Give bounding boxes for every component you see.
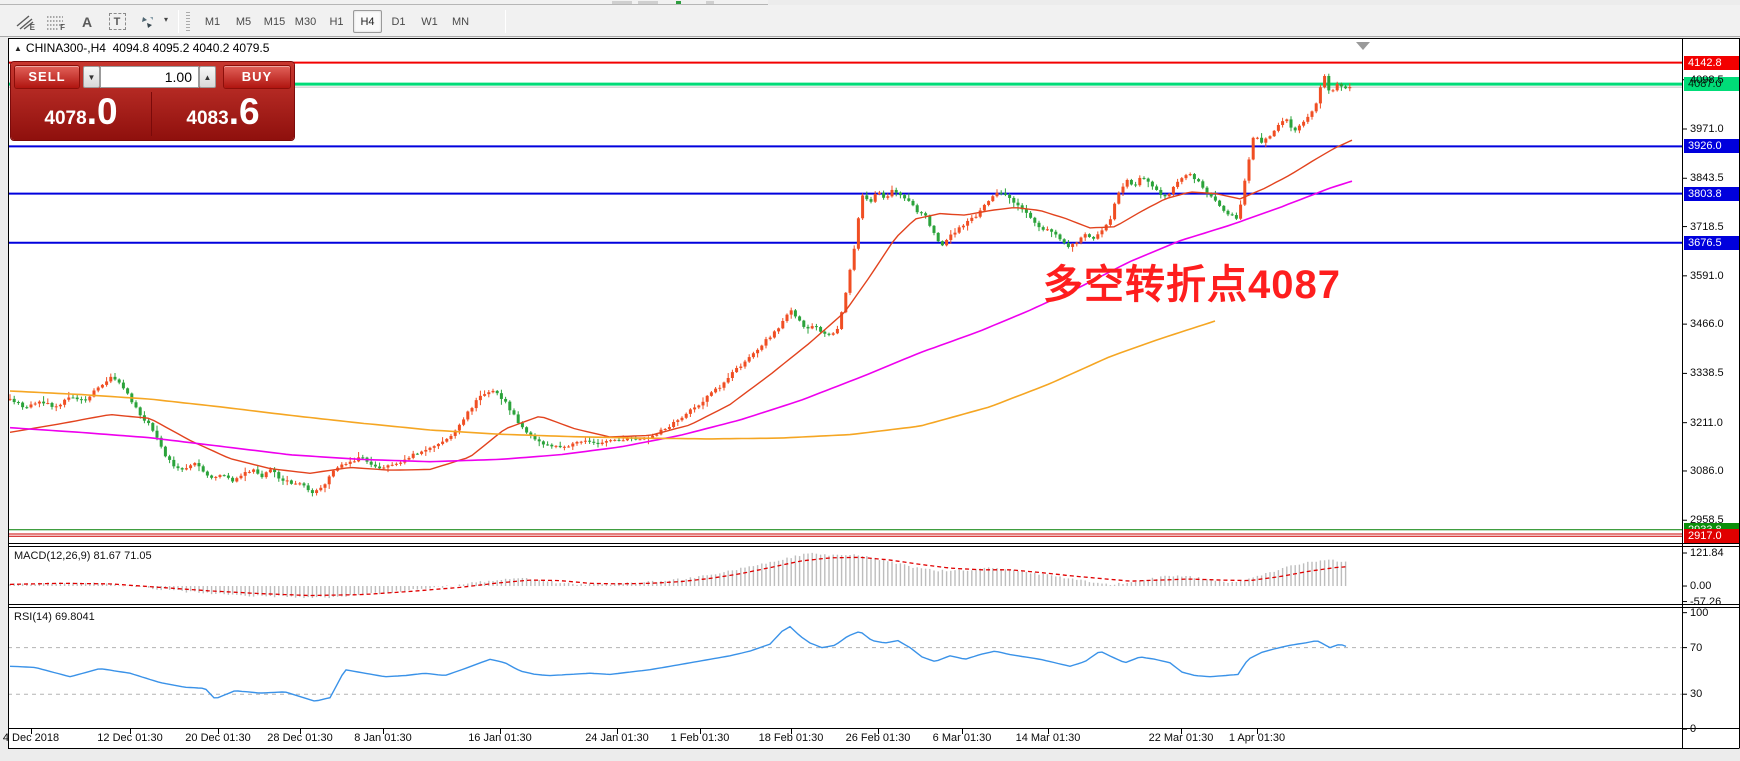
date-tick-label: 8 Jan 01:30 [354,732,412,744]
toolbar-drag-grip[interactable] [186,12,190,32]
timeframe-W1[interactable]: W1 [421,16,438,28]
collapse-trade-panel-icon[interactable]: ▲ [14,44,22,53]
toolbar-fragment [706,1,714,4]
price-tick-label: 3843.5 [1690,172,1724,185]
date-tick-label: 1 Feb 01:30 [670,732,730,744]
one-click-trading-panel: SELL ▼ ▲ BUY 4078.0 4083.6 [11,62,294,140]
chart-annotation-text: 多空转折点4087 [1043,263,1341,307]
rsi-name: RSI(14) [14,611,52,623]
date-tick-label: 18 Feb 01:30 [758,732,824,744]
timeframe-H1[interactable]: H1 [329,16,344,28]
tool-letter: E [29,23,35,32]
price-tick-label: 3591.0 [1690,269,1724,282]
sell-price-main: 4078 [44,108,87,129]
fibonacci-icon[interactable]: F [42,9,68,34]
macd-name: MACD(12,26,9) [14,550,91,562]
ohlc-values-label: 4094.8 4095.2 4040.2 4079.5 [112,41,270,55]
date-tick-label: 14 Mar 01:30 [1015,732,1081,744]
price-tick-label: 3718.5 [1690,220,1724,233]
volume-increase-button[interactable]: ▲ [199,66,216,88]
sell-price[interactable]: 4078.0 [13,92,149,138]
timeframe-M1[interactable]: M1 [204,16,221,28]
date-tick-label: 20 Dec 01:30 [185,732,251,744]
timeframe-H4[interactable]: H4 [353,10,382,33]
macd-histogram [9,552,1347,599]
macd-label: MACD(12,26,9) 81.67 71.05 [14,550,152,562]
price-tick-label: 3086.0 [1690,464,1724,477]
arrow-up-icon: ▲ [203,73,212,82]
macd-signal-value: 71.05 [124,550,152,562]
macd-tick-label: 121.84 [1690,547,1724,559]
toolbar-fragment [612,1,632,4]
buy-price[interactable]: 4083.6 [155,92,291,138]
rsi-tick-label: 0 [1690,723,1697,736]
macd-main-value: 81.67 [93,550,122,562]
toolbar-separator [178,10,179,33]
rsi-tick-label: 30 [1690,688,1703,701]
price-tick-label: 2958.5 [1690,514,1724,527]
tool-letter: F [60,23,65,32]
rsi-tick-label: 70 [1690,641,1703,654]
arrow-down-icon: ▼ [87,73,96,82]
date-tick-label: 24 Jan 01:30 [585,732,649,744]
toolbar: E F A T ▾ M1 M5 M15 M30 H1 H4 D1 W1 MN [0,5,1740,37]
tool-letter: T [108,13,126,30]
timeframe-M30[interactable]: M30 [294,16,317,28]
price-tick-label: 3466.0 [1690,318,1724,331]
price-tick-label: 3338.5 [1690,367,1724,380]
buy-button[interactable]: BUY [224,66,290,88]
ma-slow-line [9,320,1216,440]
price-tick-label: 3211.0 [1690,416,1723,429]
arrows-dropdown-caret[interactable]: ▾ [160,15,172,29]
buy-price-main: 4083 [186,108,229,129]
text-icon[interactable]: A [74,9,100,34]
ma-mid-line [9,180,1353,463]
text-box-icon[interactable]: T [104,9,130,34]
volume-decrease-button[interactable]: ▼ [83,66,100,88]
price-tick-label: 4098.5 [1690,73,1724,86]
date-tick-label: 4 Dec 2018 [2,732,60,744]
date-tick-label: 1 Apr 01:30 [1228,732,1286,744]
date-tick-label: 28 Dec 01:30 [267,732,333,744]
chevron-down-icon: ▾ [163,15,168,24]
arrows-icon[interactable] [134,9,160,34]
toolbar-fragment-green-icon [676,1,681,4]
date-tick-label: 6 Mar 01:30 [932,732,992,744]
symbol-period-label: CHINA300-,H4 [25,41,106,55]
panel-divider [151,92,152,136]
date-tick-label: 16 Jan 01:30 [468,732,532,744]
toolbar-separator [505,10,506,33]
price-tick-label: 3971.0 [1690,122,1724,135]
date-tick-label: 26 Feb 01:30 [845,732,911,744]
buy-price-fraction: .6 [228,91,260,132]
volume-input[interactable] [100,66,199,88]
tool-letter: A [81,13,93,30]
rsi-tick-label: 100 [1690,606,1709,619]
toolbar-fragment [638,1,658,4]
date-tick-label: 22 Mar 01:30 [1148,732,1214,744]
clipped-toolbar-row [0,0,768,5]
timeframe-M5[interactable]: M5 [235,16,252,28]
chart-title: ▲ CHINA300-,H4 4094.8 4095.2 4040.2 4079.… [14,41,269,55]
date-tick-label: 12 Dec 01:30 [97,732,163,744]
rsi-line [9,625,1347,702]
equidistant-channel-icon[interactable]: E [12,9,38,34]
timeframe-MN[interactable]: MN [451,16,470,28]
rsi-label: RSI(14) 69.8041 [14,611,95,623]
timeframe-M15[interactable]: M15 [263,16,286,28]
chart-background [8,38,1740,749]
macd-tick-label: 0.00 [1690,580,1712,593]
macd-tick-label: -57.26 [1690,595,1722,608]
timeframe-D1[interactable]: D1 [391,16,406,28]
sell-price-fraction: .0 [86,91,118,132]
chart-shift-marker[interactable] [1356,42,1370,50]
sell-button[interactable]: SELL [15,66,79,88]
rsi-value: 69.8041 [54,611,95,623]
ma-fast-line [9,139,1353,475]
